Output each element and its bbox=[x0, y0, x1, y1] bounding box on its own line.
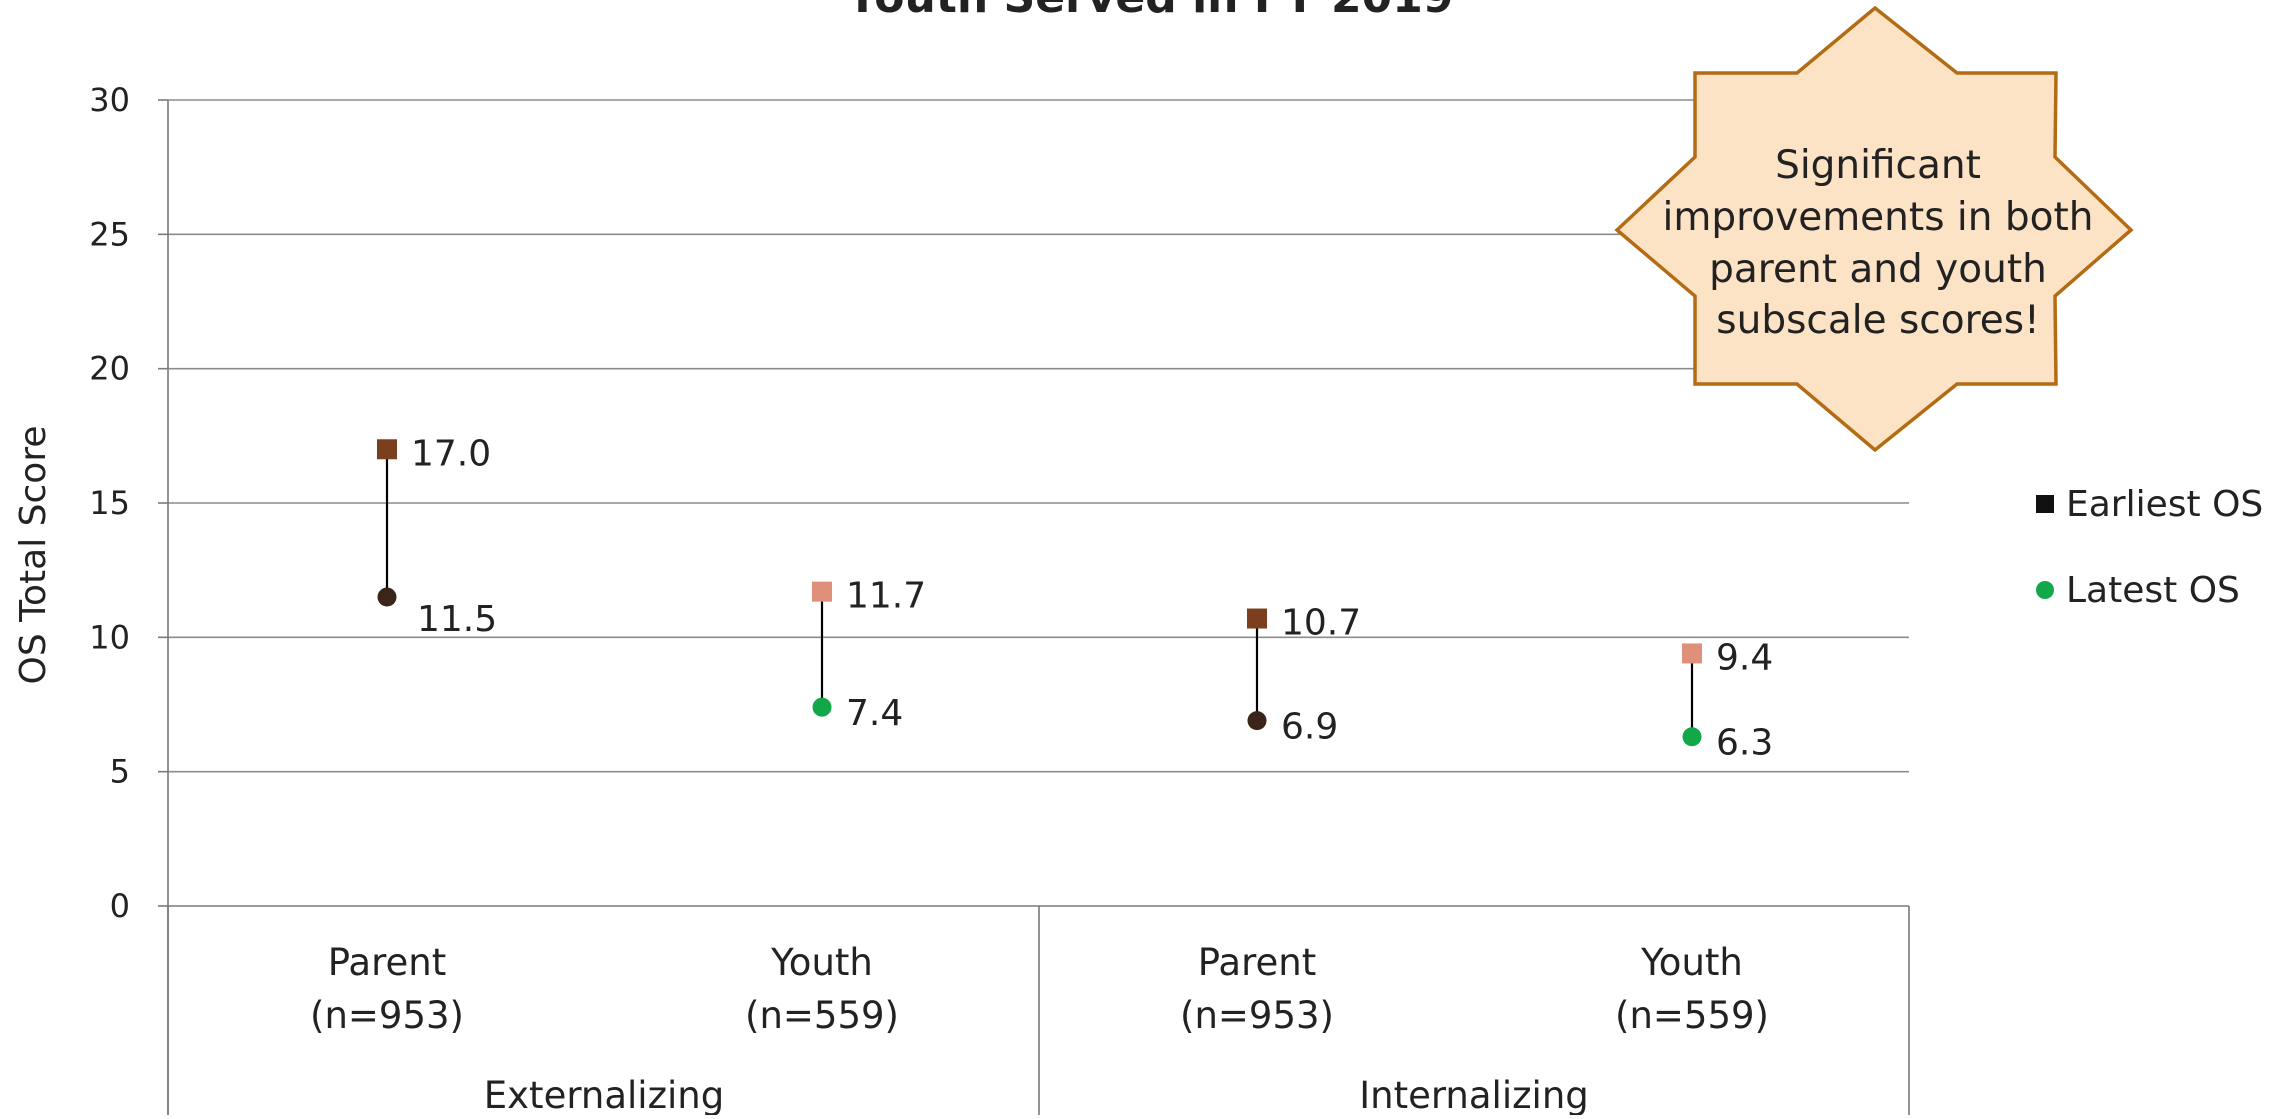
group-label: Internalizing bbox=[1359, 1074, 1589, 1115]
earliest-os-point bbox=[812, 581, 832, 602]
latest-value-label: 7.4 bbox=[846, 693, 903, 734]
y-tick-label: 20 bbox=[89, 350, 130, 388]
earliest-value-label: 11.7 bbox=[846, 576, 926, 617]
chart-title: Youth Served in FY 2019 bbox=[845, 0, 1453, 23]
latest-os-point bbox=[377, 587, 397, 607]
y-tick-label: 30 bbox=[89, 81, 130, 119]
category-n-label: (n=559) bbox=[745, 994, 899, 1037]
category-n-label: (n=953) bbox=[1180, 994, 1334, 1037]
y-tick-label: 0 bbox=[110, 887, 130, 925]
category-label: Parent bbox=[1198, 941, 1316, 984]
earliest-value-label: 17.0 bbox=[411, 433, 491, 474]
latest-os-point bbox=[1682, 727, 1702, 747]
callout-text-line: parent and youth bbox=[1709, 247, 2047, 292]
callout-starburst bbox=[1614, 5, 2134, 453]
y-tick-label: 15 bbox=[89, 484, 130, 522]
callout-text-line: Significant bbox=[1775, 143, 1981, 188]
legend-earliest-label: Earliest OS bbox=[2066, 484, 2263, 525]
latest-os-point bbox=[812, 697, 832, 717]
earliest-os-point bbox=[1682, 643, 1702, 664]
earliest-value-label: 9.4 bbox=[1716, 637, 1773, 678]
latest-value-label: 6.9 bbox=[1281, 707, 1338, 748]
y-tick-label: 5 bbox=[110, 753, 130, 791]
earliest-os-point bbox=[1247, 608, 1267, 629]
earliest-os-point bbox=[377, 439, 397, 460]
category-n-label: (n=953) bbox=[310, 994, 464, 1037]
legend-latest-marker bbox=[2036, 581, 2054, 599]
legend-earliest-marker bbox=[2036, 495, 2054, 513]
latest-os-point bbox=[1247, 711, 1267, 731]
latest-value-label: 6.3 bbox=[1716, 723, 1773, 764]
group-label: Externalizing bbox=[484, 1074, 724, 1115]
y-tick-label: 10 bbox=[89, 618, 130, 656]
legend-latest-label: Latest OS bbox=[2066, 570, 2240, 611]
category-n-label: (n=559) bbox=[1615, 994, 1769, 1037]
y-tick-label: 25 bbox=[89, 215, 130, 253]
callout-text-line: improvements in both bbox=[1663, 195, 2094, 240]
category-label: Youth bbox=[1640, 941, 1743, 984]
earliest-value-label: 10.7 bbox=[1281, 603, 1361, 644]
y-axis-title: OS Total Score bbox=[13, 426, 54, 685]
category-label: Parent bbox=[328, 941, 446, 984]
callout-text-line: subscale scores! bbox=[1716, 298, 2039, 343]
latest-value-label: 11.5 bbox=[417, 599, 497, 640]
category-label: Youth bbox=[770, 941, 873, 984]
